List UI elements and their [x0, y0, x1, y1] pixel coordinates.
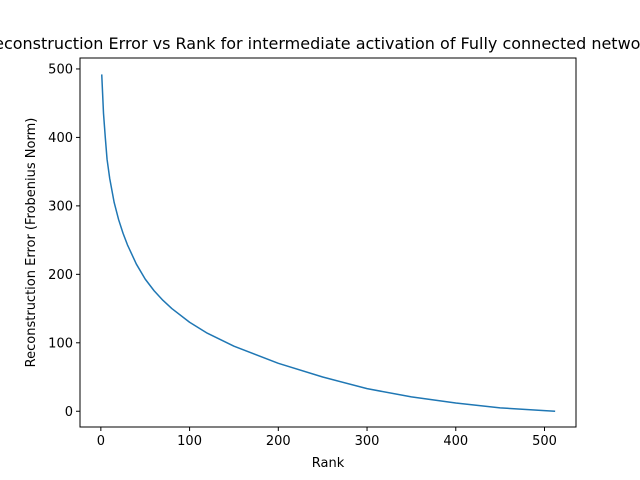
x-tick-label: 200 — [266, 434, 291, 449]
x-tick-label: 100 — [177, 434, 202, 449]
chart-title: Reconstruction Error vs Rank for interme… — [0, 34, 640, 53]
y-axis-ticks: 0 100 200 300 400 500 — [48, 62, 80, 420]
y-axis-label: Reconstruction Error (Frobenius Norm) — [24, 118, 39, 368]
x-tick-label: 500 — [532, 434, 557, 449]
x-axis-ticks: 0 100 200 300 400 500 — [97, 427, 557, 449]
y-tick-label: 200 — [48, 268, 73, 283]
y-tick-label: 100 — [48, 336, 73, 351]
y-tick-label: 500 — [48, 62, 73, 77]
x-tick-label: 0 — [97, 434, 105, 449]
x-tick-label: 300 — [355, 434, 380, 449]
series-line-0 — [100, 74, 556, 412]
plot-area — [100, 74, 556, 412]
x-axis-label: Rank — [312, 456, 345, 471]
plot-frame — [79, 57, 577, 428]
y-tick-label: 0 — [65, 405, 73, 420]
x-tick-label: 400 — [443, 434, 468, 449]
y-tick-label: 400 — [48, 131, 73, 146]
y-tick-label: 300 — [48, 199, 73, 214]
